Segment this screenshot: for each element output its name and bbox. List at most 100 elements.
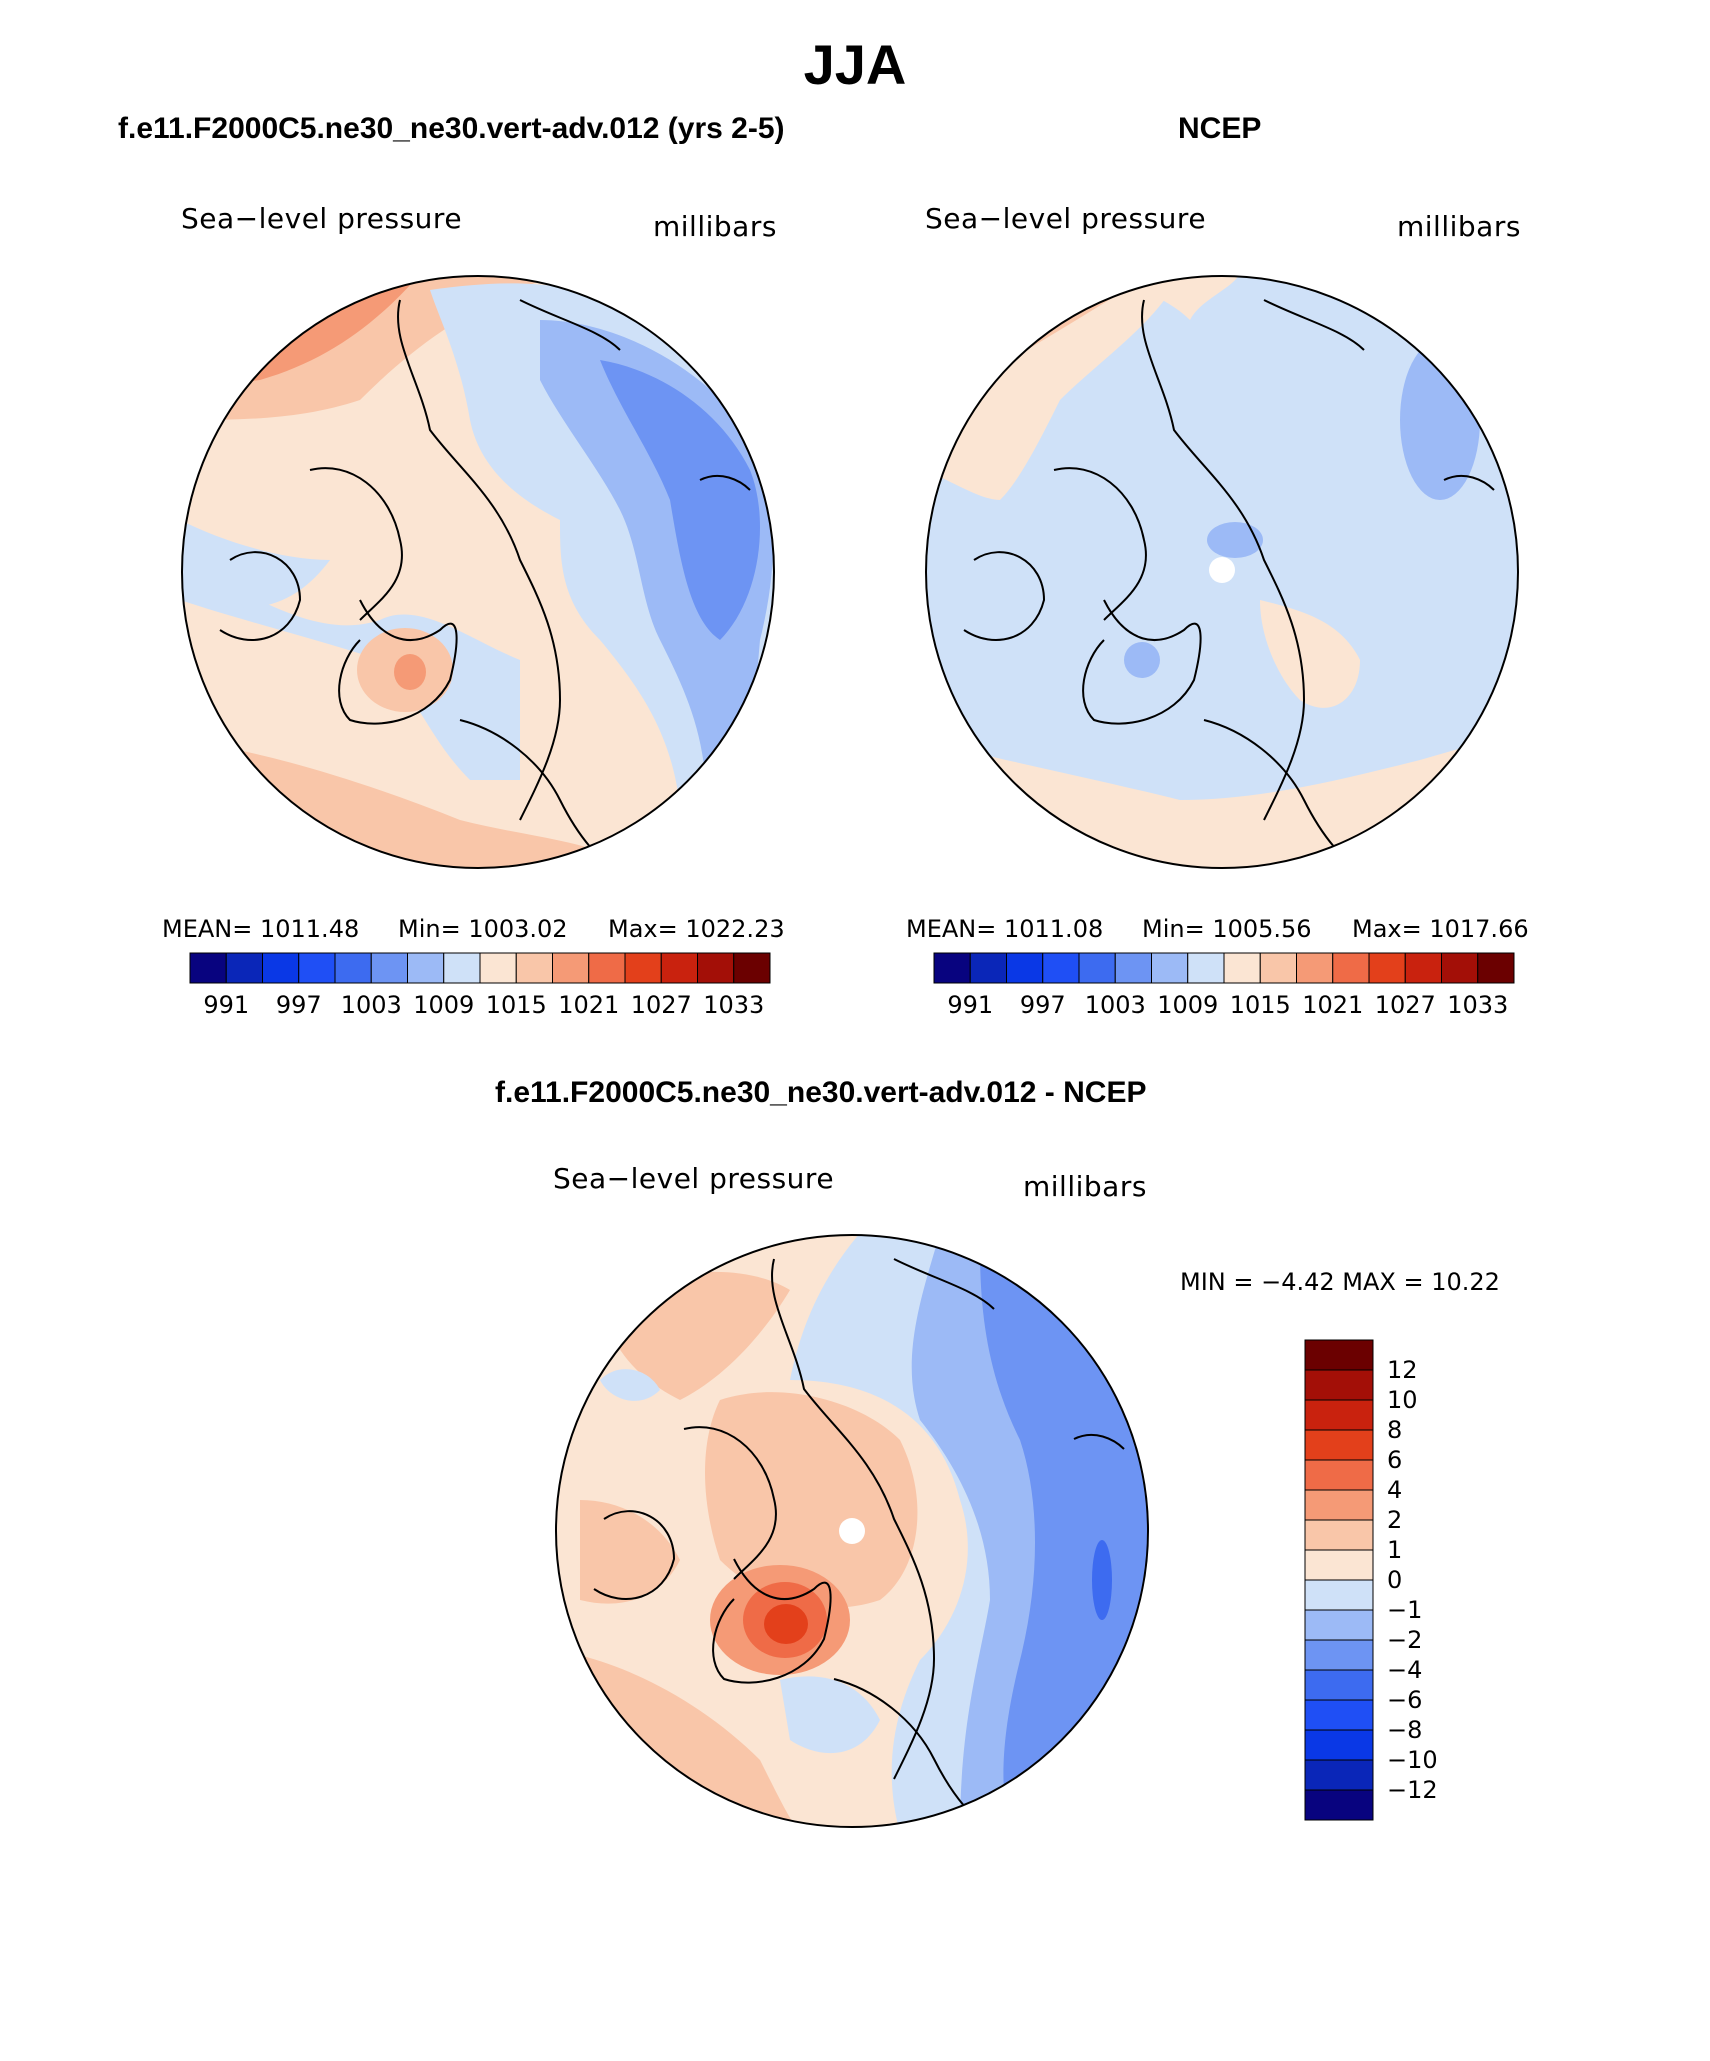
obs-colorbar-box — [1368, 952, 1406, 984]
obs-colorbar-box — [1078, 952, 1116, 984]
obs-colorbar-box — [1404, 952, 1442, 984]
model-colorbar-box — [624, 952, 662, 984]
diff-colorbar-box — [1304, 1789, 1374, 1821]
diff-colorbar-tick-label: 4 — [1387, 1476, 1402, 1504]
obs-colorbar-tick-label: 1021 — [1302, 991, 1363, 1019]
diff-colorbar-box — [1304, 1729, 1374, 1761]
diff-colorbar-box — [1304, 1549, 1374, 1581]
model-colorbar-box — [370, 952, 408, 984]
obs-colorbar-tick-label: 1009 — [1157, 991, 1218, 1019]
diff-colorbar-box — [1304, 1429, 1374, 1461]
diff-colorbar-box — [1304, 1489, 1374, 1521]
diff-colorbar-box — [1304, 1519, 1374, 1551]
model-field-label: Sea−level pressure — [181, 202, 463, 235]
obs-colorbar-box — [1042, 952, 1080, 984]
model-colorbar-box — [552, 952, 590, 984]
obs-max: Max= 1017.66 — [1352, 915, 1529, 943]
diff-colorbar-box — [1304, 1459, 1374, 1491]
model-colorbar-tick-label: 1009 — [413, 991, 474, 1019]
obs-colorbar-box — [1332, 952, 1370, 984]
model-colorbar-box — [515, 952, 553, 984]
model-colorbar-box — [479, 952, 517, 984]
diff-contour-field — [556, 1235, 1148, 1827]
obs-min: Min= 1005.56 — [1142, 915, 1312, 943]
diff-coastlines — [593, 1258, 1125, 1827]
obs-colorbar-tick-label: 1027 — [1375, 991, 1436, 1019]
model-units-label: millibars — [653, 210, 777, 243]
model-colorbar-box — [225, 952, 263, 984]
obs-colorbar-box — [1296, 952, 1334, 984]
obs-units-label: millibars — [1397, 210, 1521, 243]
diff-field-label: Sea−level pressure — [553, 1162, 835, 1195]
diff-colorbar-tick-label: −2 — [1387, 1626, 1422, 1654]
obs-mean: MEAN= 1011.08 — [906, 915, 1104, 943]
obs-colorbar-tick-label: 1015 — [1230, 991, 1291, 1019]
obs-colorbar-box — [1114, 952, 1152, 984]
model-colorbar-box — [189, 952, 227, 984]
diff-colorbar-box — [1304, 1339, 1374, 1371]
model-colorbar-box — [334, 952, 372, 984]
diff-colorbar-tick-label: −12 — [1387, 1776, 1438, 1804]
diff-colorbar-tick-label: −6 — [1387, 1686, 1422, 1714]
diff-colorbar-tick-label: 10 — [1387, 1386, 1418, 1414]
model-colorbar-tick-label: 1033 — [703, 991, 764, 1019]
diff-colorbar-tick-label: 0 — [1387, 1566, 1402, 1594]
diff-colorbar-box — [1304, 1579, 1374, 1611]
diff-colorbar-tick-label: −10 — [1387, 1746, 1438, 1774]
diff-colorbar-box — [1304, 1369, 1374, 1401]
model-max: Max= 1022.23 — [608, 915, 785, 943]
diff-colorbar-tick-label: 2 — [1387, 1506, 1402, 1534]
model-colorbar-box — [407, 952, 445, 984]
model-colorbar-box — [660, 952, 698, 984]
obs-colorbar-box — [1006, 952, 1044, 984]
model-colorbar-box — [588, 952, 626, 984]
diff-colorbar-tick-label: 12 — [1387, 1356, 1418, 1384]
diff-colorbar-box — [1304, 1399, 1374, 1431]
model-contour-field — [182, 276, 774, 868]
obs-colorbar: 991 997 1003 1009 1015 1021 1027 1033 — [933, 952, 1515, 1019]
diff-units-label: millibars — [1023, 1170, 1147, 1203]
diff-colorbar-tick-label: 8 — [1387, 1416, 1402, 1444]
obs-colorbar-box — [1223, 952, 1261, 984]
model-colorbar-tick-label: 1021 — [558, 991, 619, 1019]
obs-colorbar-box — [1441, 952, 1479, 984]
diff-colorbar-tick-label: 1 — [1387, 1536, 1402, 1564]
obs-colorbar-box — [1477, 952, 1515, 984]
diff-colorbar-box — [1304, 1699, 1374, 1731]
model-colorbar-tick-label: 1003 — [341, 991, 402, 1019]
diff-colorbar-box — [1304, 1669, 1374, 1701]
model-colorbar-box — [733, 952, 771, 984]
obs-colorbar-box — [933, 952, 971, 984]
diff-minmax: MIN = −4.42 MAX = 10.22 — [1180, 1268, 1500, 1296]
model-panel-title: f.e11.F2000C5.ne30_ne30.vert-adv.012 (yr… — [118, 112, 785, 145]
diff-colorbar-tick-label: −4 — [1387, 1656, 1422, 1684]
model-mean: MEAN= 1011.48 — [162, 915, 360, 943]
obs-colorbar-tick-label: 1033 — [1447, 991, 1508, 1019]
obs-colorbar-box — [1187, 952, 1225, 984]
diff-colorbar-box — [1304, 1759, 1374, 1791]
diff-colorbar-box — [1304, 1639, 1374, 1671]
model-min: Min= 1003.02 — [398, 915, 568, 943]
figure-title: JJA — [803, 33, 907, 96]
obs-colorbar-box — [1259, 952, 1297, 984]
model-colorbar-box — [298, 952, 336, 984]
obs-colorbar-box — [1151, 952, 1189, 984]
obs-colorbar-tick-label: 997 — [1020, 991, 1066, 1019]
model-colorbar: 991 997 1003 1009 1015 1021 1027 1033 — [189, 952, 771, 1019]
model-colorbar-tick-label: 1015 — [486, 991, 547, 1019]
model-colorbar-box — [443, 952, 481, 984]
model-colorbar-box — [697, 952, 735, 984]
diff-panel-title: f.e11.F2000C5.ne30_ne30.vert-adv.012 - N… — [495, 1076, 1147, 1109]
model-colorbar-tick-label: 991 — [203, 991, 249, 1019]
model-colorbar-box — [262, 952, 300, 984]
diff-colorbar-tick-label: −8 — [1387, 1716, 1422, 1744]
diff-colorbar-box — [1304, 1609, 1374, 1641]
obs-colorbar-box — [969, 952, 1007, 984]
model-colorbar-tick-label: 1027 — [631, 991, 692, 1019]
obs-colorbar-tick-label: 1003 — [1085, 991, 1146, 1019]
model-colorbar-tick-label: 997 — [276, 991, 322, 1019]
diff-colorbar-tick-label: −1 — [1387, 1596, 1422, 1624]
obs-field-label: Sea−level pressure — [925, 202, 1207, 235]
obs-panel-title: NCEP — [1178, 112, 1262, 145]
